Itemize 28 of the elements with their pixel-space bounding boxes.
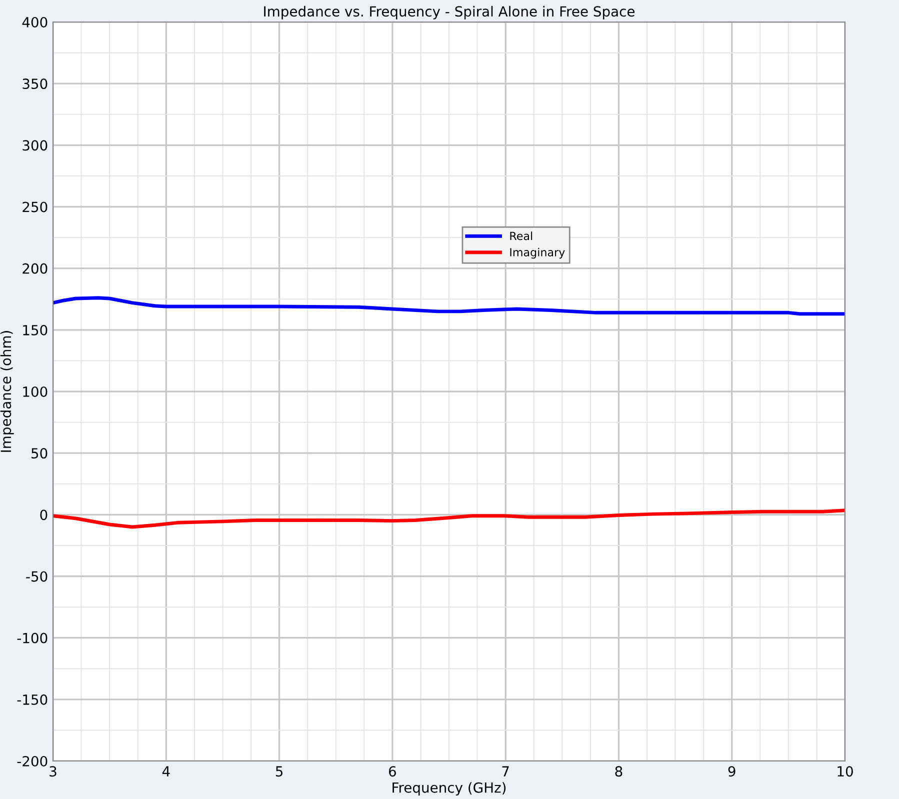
chart-title: Impedance vs. Frequency - Spiral Alone in Free Space	[264, 6, 634, 20]
x-tick-label: 9	[728, 766, 736, 777]
y-tick-label: 50	[32, 448, 48, 459]
x-tick-label: 8	[615, 766, 622, 777]
y-tick-label: 100	[23, 386, 48, 397]
line-series	[53, 508, 845, 529]
x-tick-label: 5	[276, 766, 282, 777]
line-series	[53, 296, 845, 316]
y-axis-title: Impedance (ohm)	[0, 331, 14, 452]
x-axis-title: Frequency (GHz)	[392, 782, 506, 796]
y-tick-label: 200	[22, 263, 48, 274]
legend-label: Real	[510, 232, 532, 240]
y-tick-label: -100	[17, 632, 48, 644]
x-tick-label: 3	[50, 766, 56, 777]
y-tick-label: 400	[22, 16, 48, 28]
legend-label: Imaginary	[510, 248, 565, 259]
y-tick-label: 150	[23, 324, 48, 336]
x-tick-label: 7	[502, 766, 509, 776]
y-tick-label: 250	[22, 202, 48, 212]
y-tick-label: -200	[17, 756, 48, 766]
y-tick-label: -50	[26, 571, 48, 582]
y-tick-label: 0	[40, 510, 48, 520]
x-tick-label: 6	[388, 766, 396, 777]
y-tick-label: 350	[22, 78, 48, 90]
x-tick-label: 10	[838, 766, 853, 777]
x-tick-label: 4	[162, 766, 170, 776]
y-tick-label: -150	[17, 694, 48, 705]
y-tick-label: 300	[22, 140, 48, 151]
